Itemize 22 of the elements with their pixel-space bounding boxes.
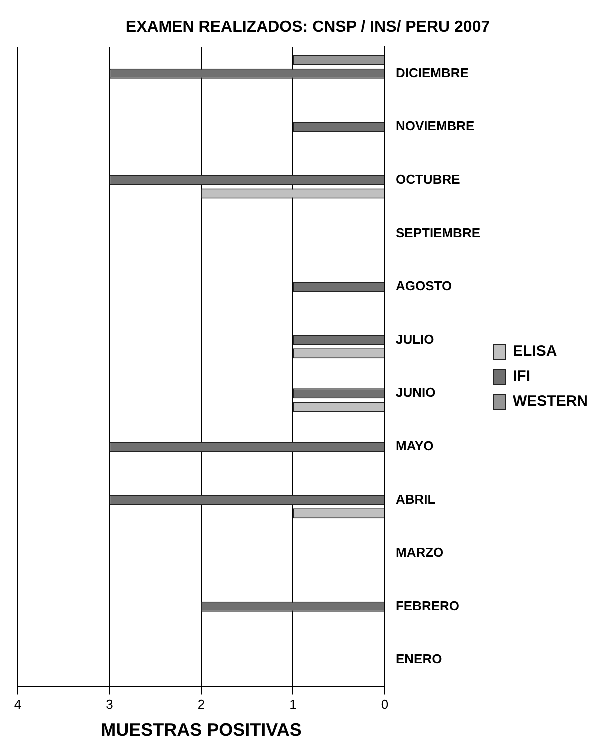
y-tick-label: FEBRERO [396, 598, 460, 614]
legend-label: IFI [513, 368, 530, 386]
y-tick-label: OCTUBRE [396, 172, 461, 188]
y-tick-label: ABRIL [396, 492, 436, 507]
x-tick-label: 1 [290, 697, 297, 712]
x-tick-label: 2 [198, 697, 206, 712]
x-tick-label: 3 [106, 697, 114, 712]
y-tick-label: JUNIO [396, 385, 436, 400]
y-tick-label: MARZO [396, 545, 444, 560]
y-tick-label: NOVIEMBRE [396, 118, 476, 134]
y-tick-label: SEPTIEMBRE [396, 225, 481, 240]
x-axis-title: MUESTRAS POSITIVAS [101, 720, 302, 740]
y-tick-label: AGOSTO [396, 278, 452, 294]
legend-label: ELISA [513, 343, 558, 360]
y-tick-label: JULIO [396, 332, 434, 347]
y-tick-label: ENERO [396, 652, 442, 667]
y-tick-label: DICIEMBRE [396, 65, 470, 80]
x-tick-label: 4 [14, 697, 22, 712]
y-tick-label: MAYO [396, 438, 434, 454]
x-tick-label: 0 [381, 697, 389, 712]
legend-label: WESTERN [513, 393, 588, 410]
chart-title: EXAMEN REALIZADOS: CNSP / INS/ PERU 2007 [126, 19, 490, 36]
